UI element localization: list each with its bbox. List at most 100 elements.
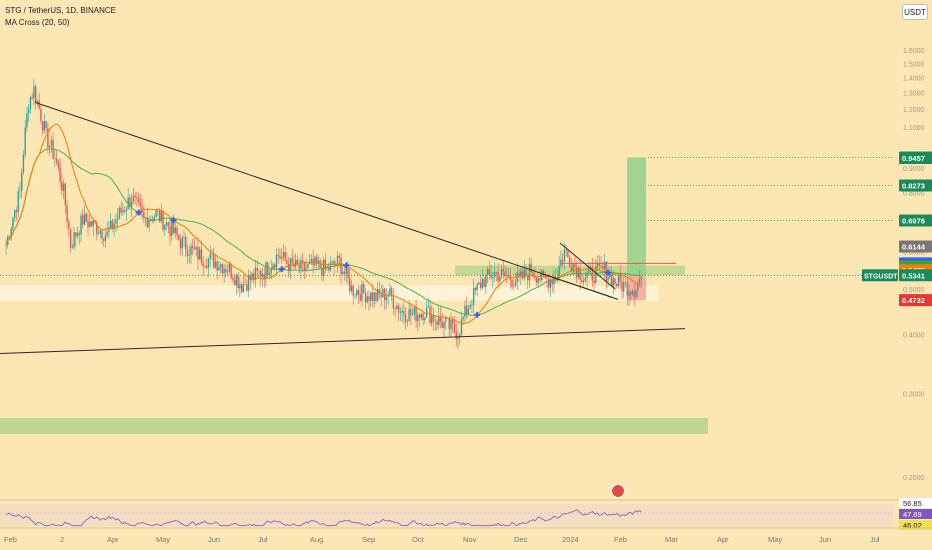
- candle-body: [397, 305, 400, 313]
- candle-body: [404, 314, 407, 322]
- support-zone: [0, 418, 708, 434]
- candle-body: [602, 266, 604, 269]
- y-tick-label: 1.4000: [903, 75, 925, 82]
- candle-body: [209, 253, 211, 259]
- candle-body: [455, 331, 457, 339]
- price-label: 0.9457: [902, 154, 925, 163]
- currency-button[interactable]: USDT: [902, 4, 928, 20]
- y-tick-label: 0.5000: [903, 287, 925, 294]
- candle-body: [151, 219, 154, 221]
- candle-body: [286, 260, 288, 264]
- candle-body: [443, 321, 445, 328]
- candle-body: [101, 230, 103, 239]
- candle-body: [195, 246, 197, 250]
- rsi-label: 47.69: [903, 510, 922, 519]
- candle-body: [66, 205, 68, 222]
- candle-body: [574, 264, 576, 267]
- y-tick-label: 1.3000: [903, 91, 925, 98]
- y-tick-label: 0.8000: [903, 190, 925, 197]
- candle-body: [48, 145, 51, 148]
- candle-body: [155, 210, 157, 217]
- candle-body: [69, 229, 72, 248]
- candle-body: [537, 278, 539, 283]
- x-tick-label: Jun: [819, 535, 831, 544]
- us-flag-icon[interactable]: [611, 484, 625, 498]
- candle-body: [75, 232, 77, 237]
- candle-body: [274, 264, 276, 268]
- candle-body: [626, 282, 628, 296]
- candle-body: [153, 216, 156, 221]
- candle-body: [343, 271, 346, 274]
- candle-body: [354, 295, 356, 297]
- candle-body: [528, 263, 531, 281]
- candle-body: [106, 231, 108, 236]
- price-label-box: [899, 151, 932, 164]
- candle-body: [14, 210, 16, 218]
- wedge-lower-line: [539, 272, 619, 300]
- candle-body: [553, 277, 555, 285]
- candle-body: [307, 263, 309, 269]
- candle-body: [495, 272, 498, 273]
- candle-body: [424, 317, 426, 320]
- price-label-box: [899, 269, 932, 282]
- candle-body: [317, 260, 320, 264]
- candle-body: [27, 108, 30, 114]
- candle-body: [560, 259, 562, 266]
- candle-body: [162, 210, 164, 230]
- candle-body: [572, 264, 574, 272]
- candle-body: [108, 229, 110, 232]
- candle-body: [492, 277, 494, 279]
- candle-body: [568, 256, 571, 267]
- candle-body: [530, 263, 532, 273]
- candle-body: [584, 277, 587, 281]
- candle-body: [254, 267, 257, 280]
- x-tick-label: Jul: [258, 535, 268, 544]
- candle-body: [64, 183, 67, 206]
- candle-body: [640, 276, 642, 280]
- price-label: 0.4732: [902, 296, 925, 305]
- candle-body: [54, 158, 56, 160]
- candle-body: [582, 280, 585, 283]
- candle-body: [467, 308, 470, 315]
- candle-body: [17, 191, 19, 213]
- candle-body: [603, 261, 606, 269]
- candle-body: [235, 275, 238, 286]
- candle-body: [352, 285, 354, 296]
- candle-body: [230, 263, 232, 279]
- candle-body: [179, 239, 182, 249]
- x-tick-label: Dec: [514, 535, 528, 544]
- candle-body: [417, 314, 419, 322]
- candle-body: [103, 238, 105, 241]
- candle-body: [233, 279, 236, 286]
- candle-body: [246, 284, 248, 291]
- candle-body: [129, 197, 131, 207]
- candle-body: [225, 268, 227, 273]
- candle-body: [183, 237, 185, 238]
- candle-body: [104, 235, 107, 241]
- candle-body: [436, 321, 438, 325]
- candle-body: [41, 121, 44, 131]
- candle-body: [322, 259, 325, 276]
- candle-body: [321, 268, 323, 276]
- candle-body: [464, 305, 466, 317]
- candle-body: [216, 261, 218, 271]
- candle-body: [219, 264, 222, 268]
- candle-body: [396, 305, 398, 310]
- candle-body: [422, 313, 424, 320]
- y-tick-label: 0.6000: [903, 249, 925, 256]
- candle-body: [364, 292, 367, 303]
- candle-body: [275, 255, 278, 268]
- candle-body: [610, 273, 613, 287]
- candle-body: [607, 277, 609, 281]
- candle-body: [471, 304, 473, 306]
- candle-body: [577, 268, 580, 278]
- candle-body: [267, 262, 269, 276]
- candle-body: [204, 266, 206, 267]
- candle-body: [256, 267, 258, 271]
- candle-body: [499, 276, 501, 282]
- candle-body: [277, 255, 279, 256]
- candle-body: [356, 290, 358, 296]
- candle-body: [160, 210, 163, 222]
- candle-body: [401, 310, 403, 313]
